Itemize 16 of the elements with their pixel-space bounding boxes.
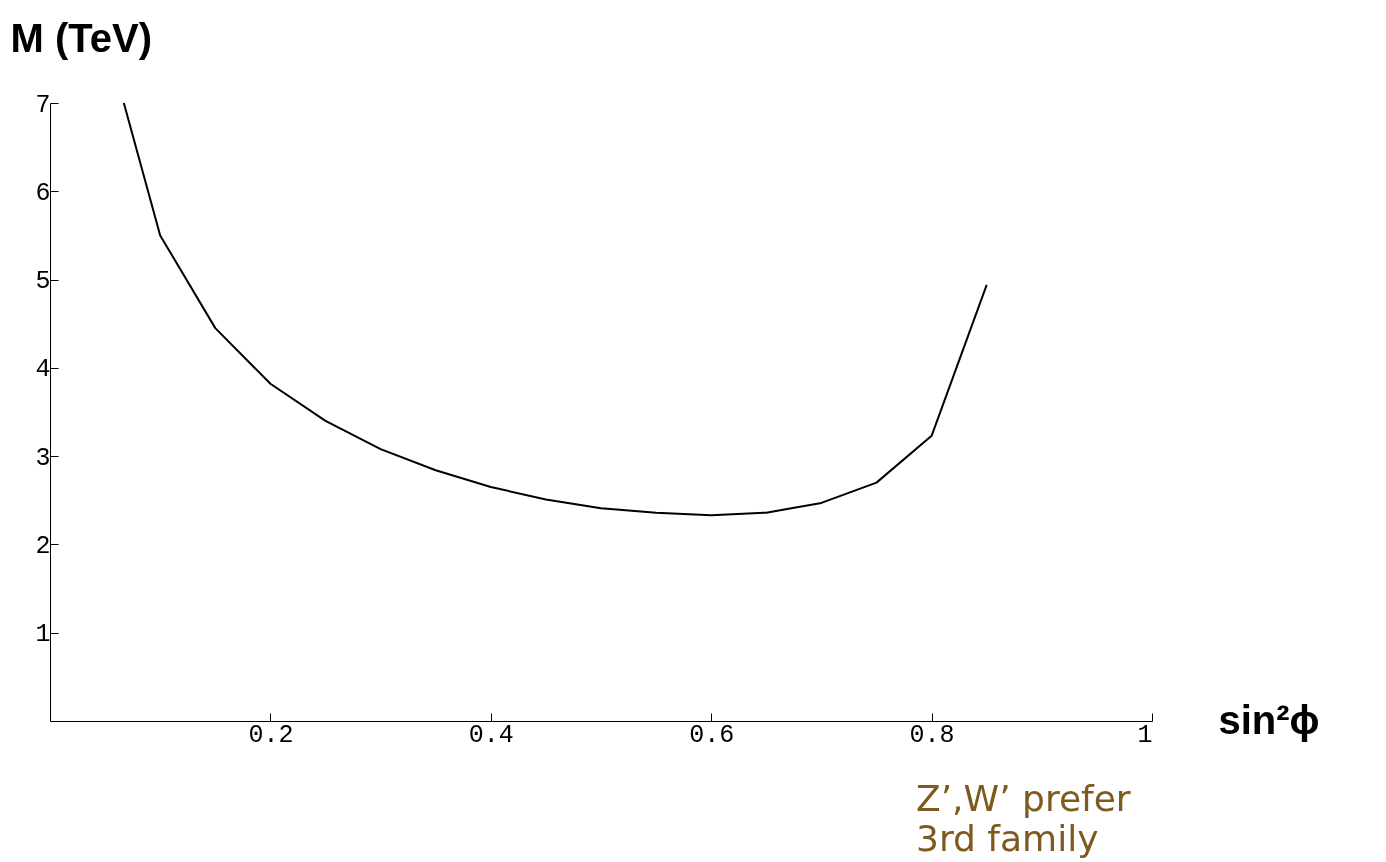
x-tick-label: 0.4 [468,720,514,750]
y-tick-label: 1 [35,620,51,650]
x-tick-label: 0.6 [689,720,735,750]
y-axis-title: M (TeV) [10,15,152,60]
x-tick-label: 0.2 [248,720,294,750]
y-tick-label: 7 [35,90,51,120]
y-tick-label: 2 [35,531,51,561]
x-tick-label: 1 [1137,720,1153,750]
text: Z’,W’ prefer 3rd family [916,778,1131,859]
x-axis-title: sin²ϕ [1218,697,1320,742]
y-tick-label: 5 [35,267,51,297]
y-tick-label: 6 [35,178,51,208]
y-tick-label: 4 [35,355,51,385]
y-tick-label: 3 [35,443,51,473]
line-series [122,102,988,517]
x-tick-label: 0.8 [909,720,955,750]
